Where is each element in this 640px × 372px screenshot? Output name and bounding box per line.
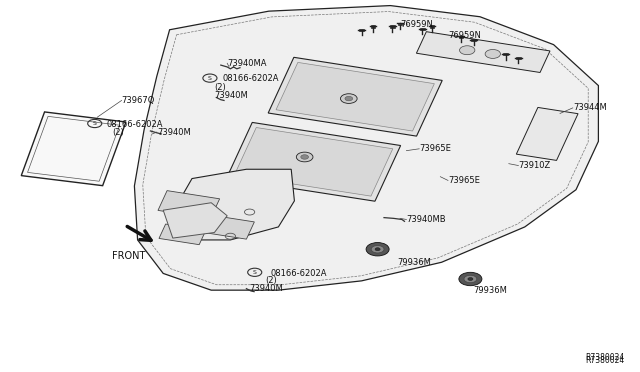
Circle shape [375, 248, 380, 251]
Circle shape [371, 246, 384, 253]
Text: 73967Q: 73967Q [122, 96, 155, 105]
Bar [504, 54, 508, 55]
Text: (2): (2) [214, 83, 226, 92]
Text: (2): (2) [266, 276, 277, 285]
Text: 73940MA: 73940MA [227, 59, 267, 68]
Circle shape [340, 94, 357, 103]
Text: 08166-6202A: 08166-6202A [107, 120, 163, 129]
Bar [471, 39, 476, 41]
Polygon shape [276, 62, 435, 131]
Circle shape [345, 96, 353, 101]
Polygon shape [200, 215, 254, 239]
Circle shape [459, 272, 482, 286]
Circle shape [464, 275, 477, 283]
Text: R7380024: R7380024 [585, 353, 624, 362]
Text: S: S [93, 121, 97, 126]
Circle shape [460, 46, 475, 55]
Text: S: S [208, 76, 212, 81]
Text: 73940M: 73940M [250, 284, 284, 293]
Text: R7380024: R7380024 [585, 356, 624, 365]
Text: 79936M: 79936M [397, 258, 431, 267]
Text: 73965E: 73965E [419, 144, 451, 153]
Bar [398, 22, 403, 25]
Polygon shape [21, 112, 126, 186]
Bar [390, 25, 395, 28]
Text: 73940M: 73940M [157, 128, 191, 137]
Text: 79936M: 79936M [474, 286, 508, 295]
Text: (2): (2) [112, 128, 124, 137]
Circle shape [366, 243, 389, 256]
Polygon shape [163, 203, 227, 238]
Polygon shape [134, 6, 598, 290]
Circle shape [468, 278, 473, 280]
Text: 08166-6202A: 08166-6202A [222, 74, 278, 83]
Polygon shape [268, 57, 442, 136]
Text: 73940MB: 73940MB [406, 215, 446, 224]
Text: FRONT: FRONT [112, 251, 145, 261]
Text: S: S [253, 270, 257, 275]
Polygon shape [227, 122, 401, 201]
Text: 73965E: 73965E [448, 176, 480, 185]
Circle shape [485, 49, 500, 58]
Text: 73910Z: 73910Z [518, 161, 550, 170]
Polygon shape [159, 224, 206, 245]
Polygon shape [158, 190, 220, 219]
Bar [420, 28, 425, 30]
Circle shape [296, 152, 313, 162]
Text: 73940M: 73940M [214, 92, 248, 100]
Bar [516, 57, 521, 59]
Polygon shape [170, 169, 294, 240]
Text: 08166-6202A: 08166-6202A [270, 269, 326, 278]
Circle shape [301, 155, 308, 159]
Bar [360, 29, 364, 31]
Text: 76959N: 76959N [448, 31, 481, 40]
Bar [458, 36, 463, 38]
Polygon shape [417, 32, 550, 73]
Text: 73944M: 73944M [573, 103, 607, 112]
Bar [430, 25, 435, 28]
Polygon shape [516, 108, 578, 160]
Bar [371, 25, 375, 28]
Polygon shape [234, 128, 393, 196]
Text: 76959N: 76959N [400, 20, 433, 29]
